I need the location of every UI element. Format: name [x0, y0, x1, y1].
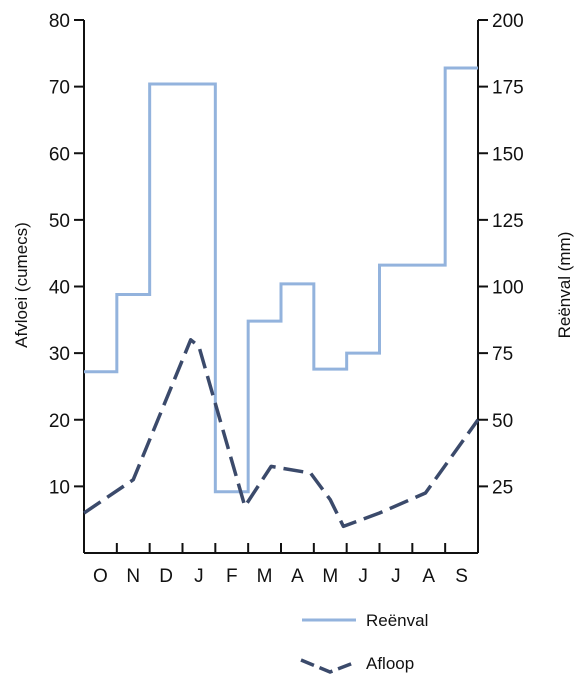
y-axis-left-title: Afvloei (cumecs) [12, 222, 31, 348]
y-left-tick-label: 20 [49, 411, 70, 432]
x-tick-label: F [226, 566, 238, 587]
series-line-reenval [84, 66, 478, 494]
y-right-tick-label: 175 [492, 78, 524, 99]
legend-swatch-afloop [300, 658, 357, 674]
legend-label-reenval: Reënval [366, 611, 428, 630]
y-left-tick-label: 60 [49, 144, 70, 165]
chart-legend: Reënval Afloop [300, 611, 428, 674]
series-line-afloop [83, 338, 480, 529]
legend-label-afloop: Afloop [366, 654, 414, 673]
right-axis-ticks: 25 50 75 100 125 150 175 200 [478, 11, 524, 498]
y-left-tick-label: 10 [49, 477, 70, 498]
x-tick-label: J [391, 566, 401, 587]
x-tick-label: O [93, 566, 108, 587]
y-right-tick-label: 75 [492, 344, 513, 365]
x-tick-label: M [257, 566, 273, 587]
y-right-tick-label: 200 [492, 11, 524, 32]
y-right-tick-label: 125 [492, 211, 524, 232]
y-axis-right-title: Reënval (mm) [555, 232, 574, 339]
x-tick-label: A [422, 566, 435, 587]
x-tick-label: A [291, 566, 304, 587]
y-right-tick-label: 50 [492, 411, 513, 432]
y-right-tick-label: 150 [492, 144, 524, 165]
y-left-tick-label: 70 [49, 78, 70, 99]
x-tick-label: S [455, 566, 468, 587]
y-left-tick-label: 40 [49, 278, 70, 299]
y-right-tick-label: 25 [492, 477, 513, 498]
x-tick-label: D [159, 566, 173, 587]
y-left-tick-label: 80 [49, 11, 70, 32]
y-right-tick-label: 100 [492, 278, 524, 299]
x-tick-label: J [358, 566, 368, 587]
x-tick-label: J [194, 566, 204, 587]
left-axis-ticks: 10 20 30 40 50 60 70 80 [49, 11, 84, 498]
y-left-tick-label: 30 [49, 344, 70, 365]
x-tick-label: N [126, 566, 140, 587]
x-tick-label: M [322, 566, 338, 587]
y-left-tick-label: 50 [49, 211, 70, 232]
